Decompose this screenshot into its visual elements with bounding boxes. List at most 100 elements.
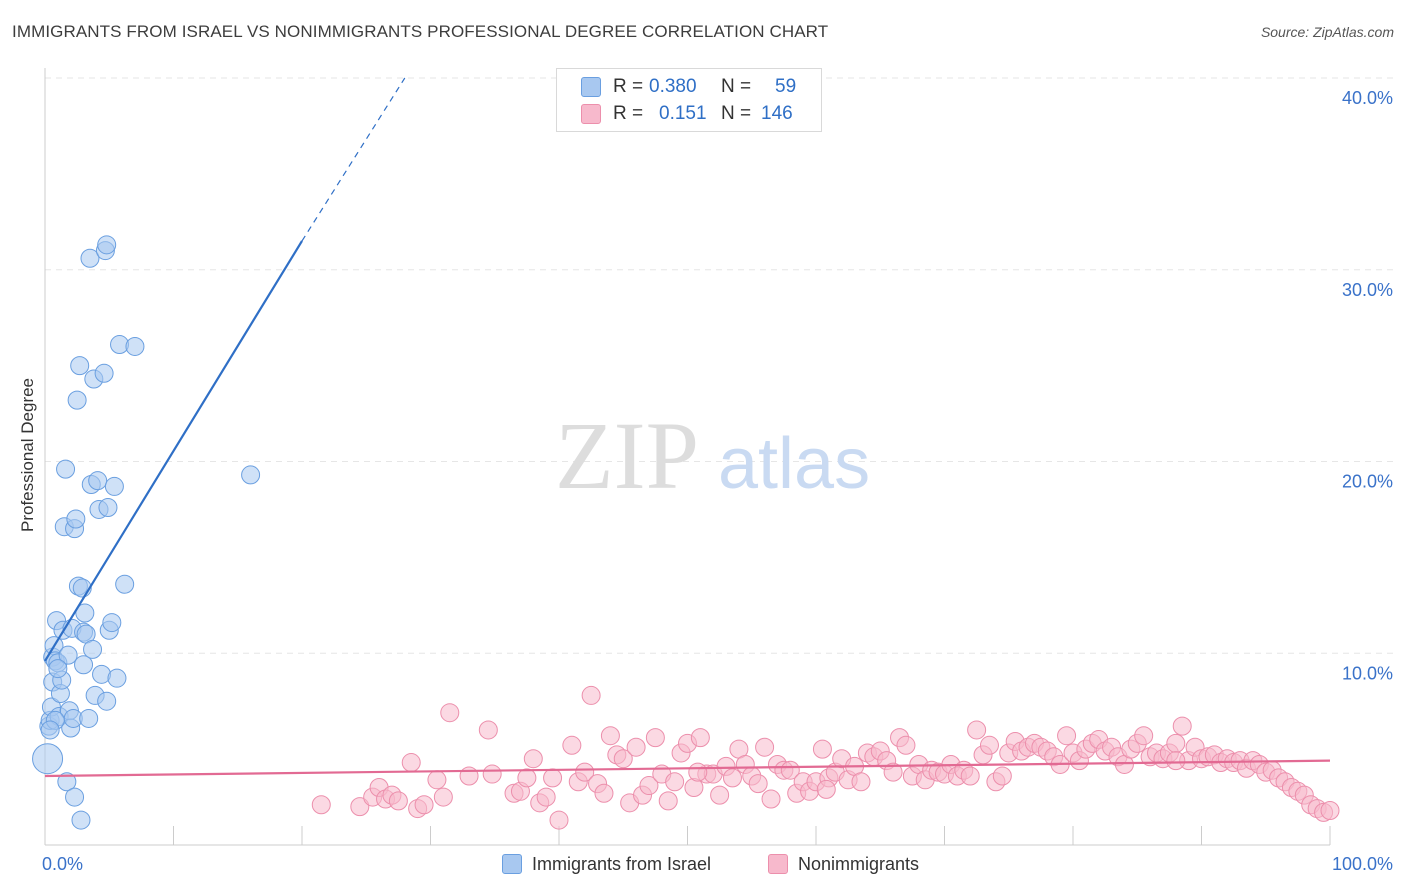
data-point-nonimmigrants <box>626 737 646 757</box>
data-point-nonimmigrants <box>433 787 453 807</box>
data-point-nonimmigrants <box>658 791 678 811</box>
data-point-nonimmigrants <box>1166 733 1186 753</box>
data-point-nonimmigrants <box>812 739 832 759</box>
bottom-legend-swatch-nonimmigrants <box>768 854 788 874</box>
trendline-nonimmigrants <box>44 759 1331 778</box>
data-point-nonimmigrants <box>755 737 775 757</box>
x-tick-label: 100.0% <box>1332 854 1393 874</box>
data-point-nonimmigrants <box>979 735 999 755</box>
data-point-israel <box>56 459 76 479</box>
data-point-nonimmigrants <box>350 797 370 817</box>
data-point-nonimmigrants <box>311 795 331 815</box>
gridlines <box>45 77 1395 654</box>
stats-legend: R = 0.380 N = 59 R = 0.151 N = 146 <box>556 68 822 132</box>
legend-n-label: N = <box>721 103 752 124</box>
data-point-israel <box>66 509 86 529</box>
y-tick-label: 10.0% <box>1342 663 1393 683</box>
legend-row-nonimmigrants: R = 0.151 N = 146 <box>581 102 793 126</box>
data-point-nonimmigrants <box>401 753 421 773</box>
trendlines <box>44 77 1331 778</box>
data-point-nonimmigrants <box>427 770 447 790</box>
data-point-nonimmigrants <box>816 779 836 799</box>
data-point-nonimmigrants <box>388 791 408 811</box>
data-point-israel <box>104 476 124 496</box>
data-point-nonimmigrants <box>748 774 768 794</box>
data-point-nonimmigrants <box>600 726 620 746</box>
data-point-israel <box>125 336 145 356</box>
data-point-israel <box>57 772 77 792</box>
legend-n-value-israel: 59 <box>775 76 797 97</box>
data-point-nonimmigrants <box>459 766 479 786</box>
legend-swatch-nonimmigrants <box>581 104 601 124</box>
data-point-israel <box>241 465 261 485</box>
data-point-nonimmigrants <box>581 685 601 705</box>
y-axis-label: Professional Degree <box>18 377 37 533</box>
data-point-nonimmigrants <box>710 785 730 805</box>
data-point-nonimmigrants <box>536 787 556 807</box>
data-point-nonimmigrants <box>613 749 633 769</box>
y-tick-label: 20.0% <box>1342 472 1393 492</box>
data-point-nonimmigrants <box>851 772 871 792</box>
data-point-nonimmigrants <box>594 783 614 803</box>
data-point-israel <box>32 743 64 775</box>
watermark-zip: ZIP <box>555 402 699 509</box>
data-point-israel <box>58 645 78 665</box>
watermark-atlas: atlas <box>718 424 870 504</box>
data-point-israel <box>74 655 94 675</box>
chart-title: IMMIGRANTS FROM ISRAEL VS NONIMMIGRANTS … <box>12 22 829 41</box>
watermark: ZIP atlas <box>555 402 870 509</box>
legend-r-label: R = <box>613 76 644 97</box>
bottom-legend-label-nonimmigrants: Nonimmigrants <box>798 853 920 874</box>
legend-swatch-israel <box>581 77 601 97</box>
data-point-nonimmigrants <box>780 760 800 780</box>
data-point-israel <box>79 708 99 728</box>
trendline-israel <box>44 240 303 662</box>
y-tick-label: 40.0% <box>1342 88 1393 108</box>
data-point-nonimmigrants <box>665 772 685 792</box>
data-point-nonimmigrants <box>1166 751 1186 771</box>
data-point-nonimmigrants <box>1134 726 1154 746</box>
data-point-nonimmigrants <box>761 789 781 809</box>
bottom-legend-israel: Immigrants from Israel <box>502 852 711 876</box>
data-point-israel <box>65 787 85 807</box>
data-point-nonimmigrants <box>960 766 980 786</box>
source-label: Source: ZipAtlas.com <box>1260 24 1394 40</box>
bottom-legend-swatch-israel <box>502 854 522 874</box>
x-tick-label: 0.0% <box>42 854 83 874</box>
data-point-nonimmigrants <box>1057 726 1077 746</box>
israel-points <box>32 235 261 830</box>
data-point-nonimmigrants <box>645 728 665 748</box>
bottom-legend-label-israel: Immigrants from Israel <box>532 853 712 874</box>
data-point-nonimmigrants <box>562 735 582 755</box>
data-point-israel <box>97 691 117 711</box>
data-point-nonimmigrants <box>575 762 595 782</box>
data-point-israel <box>83 639 103 659</box>
legend-row-israel: R = 0.380 N = 59 <box>581 75 796 99</box>
legend-n-label: N = <box>721 76 752 97</box>
data-point-nonimmigrants <box>690 728 710 748</box>
legend-n-value-nonimmigrants: 146 <box>761 103 793 124</box>
data-point-israel <box>98 498 118 518</box>
legend-r-label: R = <box>613 103 644 124</box>
bottom-legend-nonimmigrants: Nonimmigrants <box>768 852 919 876</box>
tick-labels: 10.0% 20.0% 30.0% 40.0% 0.0% 100.0% <box>42 88 1393 874</box>
data-point-nonimmigrants <box>523 749 543 769</box>
data-point-nonimmigrants <box>722 768 742 788</box>
data-point-nonimmigrants <box>1320 800 1340 820</box>
y-tick-label: 30.0% <box>1342 280 1393 300</box>
data-point-israel <box>107 668 127 688</box>
data-point-nonimmigrants <box>883 762 903 782</box>
data-point-nonimmigrants <box>517 768 537 788</box>
data-point-nonimmigrants <box>967 720 987 740</box>
data-point-nonimmigrants <box>896 735 916 755</box>
data-point-nonimmigrants <box>1172 716 1192 736</box>
nonimmigrants-points <box>311 685 1340 830</box>
data-point-israel <box>71 810 91 830</box>
data-point-nonimmigrants <box>639 776 659 796</box>
legend-r-value-nonimmigrants: 0.151 <box>659 103 707 124</box>
data-point-israel <box>80 248 100 268</box>
data-point-nonimmigrants <box>482 764 502 784</box>
data-point-israel <box>48 659 68 679</box>
legend-r-value-israel: 0.380 <box>649 76 697 97</box>
